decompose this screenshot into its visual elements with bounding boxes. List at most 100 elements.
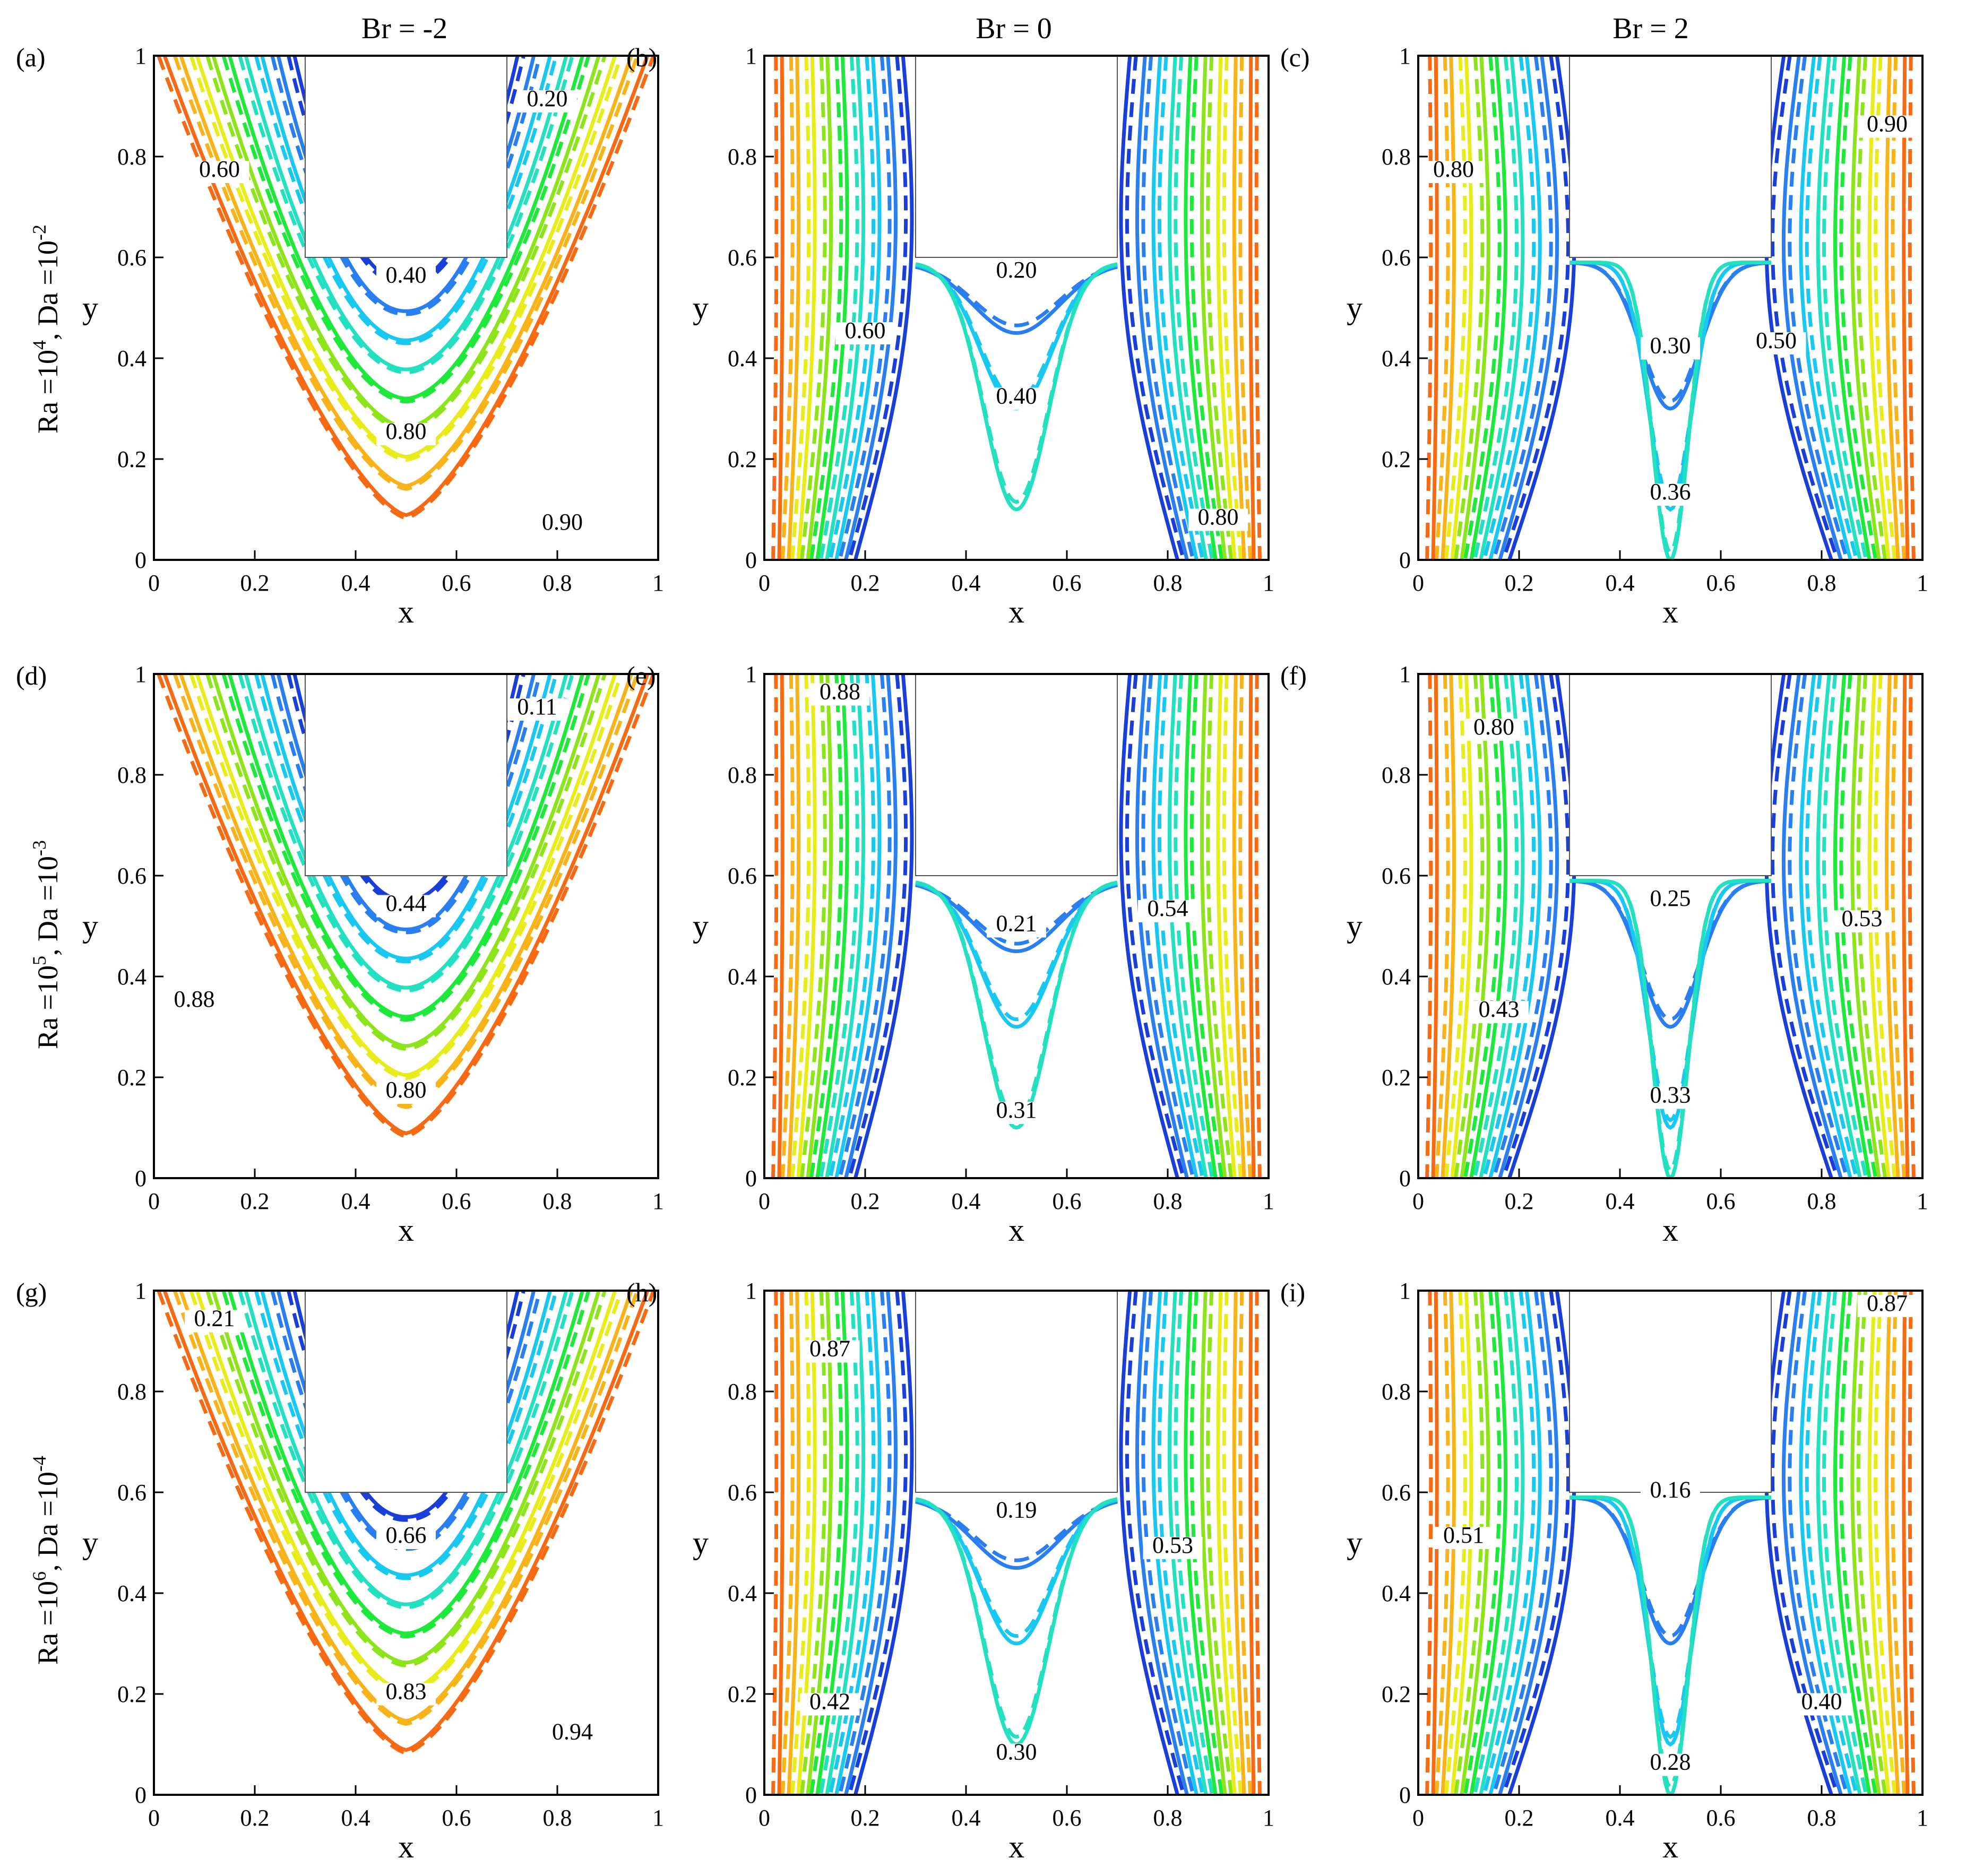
x-tick-label: 0.8 [543, 1805, 572, 1831]
contour-value-label: 0.94 [552, 1719, 593, 1745]
isotherm-right-dashed-7 [1891, 1291, 1906, 1795]
isotherm-right-dashed-2 [1157, 674, 1205, 1178]
isotherm-left-solid-8 [777, 1291, 784, 1795]
isotherm-left-solid-5 [806, 674, 833, 1178]
contour-label-bg [1188, 508, 1248, 531]
isotherm-dashed-5 [205, 674, 607, 1051]
isotherm-left-dashed-2 [1482, 1291, 1536, 1795]
contour-value-label: 0.40 [1801, 1689, 1842, 1715]
isotherm-solid-6 [195, 56, 617, 459]
isotherm-solid-3 [244, 674, 568, 990]
isotherm-left-solid-4 [1469, 674, 1507, 1178]
y-tick-label: 0.8 [117, 762, 146, 788]
contour-label-bg [835, 322, 895, 344]
y-tick-label: 0 [135, 1165, 146, 1191]
isotherm-left-solid-7 [787, 56, 801, 560]
isotherm-solid-3 [244, 1291, 568, 1606]
isotherm-right-dashed-1 [1141, 1291, 1195, 1795]
y-tick-label: 0 [745, 1782, 757, 1808]
column-header-br-0: Br = 0 [976, 12, 1052, 45]
isotherm-right-dashed-8 [1908, 1291, 1916, 1795]
isotherm-left-dashed-8 [771, 674, 779, 1178]
isotherm-dashed-8 [157, 56, 656, 520]
y-tick-label: 1 [745, 661, 757, 687]
isotherm-right-solid-3 [1816, 56, 1862, 560]
y-tick-label: 1 [135, 1278, 146, 1304]
contour-value-label: 0.44 [386, 891, 427, 917]
isotherm-right-dashed-5 [1856, 674, 1887, 1178]
contour-value-label: 0.60 [199, 156, 240, 182]
contour-label-bg [1641, 890, 1700, 912]
isotherm-left-dashed-7 [781, 56, 795, 560]
contour-value-label: 0.53 [1842, 905, 1883, 931]
plume-dashed-2 [1570, 879, 1771, 1174]
plume-solid-1 [1570, 261, 1771, 512]
contour-value-label: 0.36 [1650, 479, 1691, 505]
isotherm-left-dashed-4 [1463, 674, 1502, 1178]
obstacle-block [305, 1290, 507, 1493]
x-tick-label: 0.6 [1053, 1805, 1082, 1831]
panel-d: 00 0.2 0.2 0.4 0.4 0.6 0.6 0.8 0.8 1 1 x y (d) 0.11 0.4… [16, 661, 664, 1248]
isotherm-left-solid-2 [834, 56, 882, 560]
isotherm-right-solid-2 [1151, 56, 1198, 560]
panel-letter: (c) [1280, 42, 1310, 72]
isotherm-right-solid-1 [1135, 56, 1189, 560]
isotherm-left-dashed-6 [790, 56, 811, 560]
isotherm-dashed-7 [173, 674, 640, 1109]
x-tick-label: 0.4 [1606, 1805, 1635, 1831]
y-axis-label: y [1347, 290, 1363, 325]
isotherm-left-solid-7 [1441, 674, 1456, 1178]
contour-value-label: 0.25 [1650, 885, 1691, 911]
contour-label-bg [1464, 719, 1524, 741]
x-tick-label: 0.8 [1807, 1188, 1836, 1214]
isotherm-dashed-8 [157, 1291, 656, 1755]
isotherm-right-dashed-3 [1174, 1291, 1214, 1795]
isotherm-left-dashed-0 [1501, 56, 1570, 560]
y-tick-label: 1 [745, 43, 757, 69]
contour-value-label: 0.90 [542, 509, 583, 535]
y-tick-label: 0.4 [728, 1580, 757, 1606]
contour-lines [157, 56, 656, 520]
isotherm-right-solid-3 [1816, 674, 1862, 1178]
isotherm-left-dashed-0 [847, 674, 908, 1178]
y-tick-label: 0.6 [1382, 1480, 1411, 1506]
isotherm-solid-4 [228, 56, 584, 401]
isotherm-right-dashed-5 [1206, 56, 1234, 560]
contour-label-bg [1746, 332, 1806, 355]
isotherm-left-dashed-2 [1482, 56, 1536, 560]
x-tick-label: 0 [758, 570, 770, 596]
plume-solid-0 [1569, 1495, 1772, 1646]
contour-value-label: 0.80 [386, 1077, 427, 1103]
isotherm-right-solid-3 [1167, 56, 1208, 560]
isotherm-left-dashed-1 [1491, 56, 1553, 560]
y-tick-label: 0 [1399, 1165, 1411, 1191]
isotherm-left-dashed-3 [818, 56, 859, 560]
contour-value-label: 0.80 [1473, 714, 1514, 740]
isotherm-left-solid-3 [825, 674, 866, 1178]
plume-solid-2 [1570, 879, 1771, 1178]
isotherm-right-dashed-3 [1174, 56, 1214, 560]
panel-f: 00 0.2 0.2 0.4 0.4 0.6 0.6 0.8 0.8 1 1 x y (f) 0.80 0.2… [1280, 661, 1928, 1248]
contour-label-bg [507, 698, 567, 721]
panel-e: 00 0.2 0.2 0.4 0.4 0.6 0.6 0.8 0.8 1 1 x y (e) 0.88 0.2… [626, 661, 1274, 1248]
isotherm-right-solid-5 [1200, 674, 1227, 1178]
isotherm-right-dashed-4 [1189, 56, 1224, 560]
y-tick-label: 0.6 [1382, 863, 1411, 889]
contour-value-label: 0.87 [809, 1336, 850, 1362]
isotherm-dashed-5 [205, 1291, 607, 1668]
y-tick-label: 0.6 [117, 245, 146, 271]
panel-letter: (i) [1280, 1277, 1305, 1307]
isotherm-right-solid-7 [1885, 1291, 1900, 1795]
isotherm-left-solid-5 [806, 56, 833, 560]
x-tick-label: 0 [1412, 1805, 1424, 1831]
isotherm-right-dashed-5 [1856, 56, 1887, 560]
isotherm-right-solid-1 [1781, 674, 1843, 1178]
isotherm-right-dashed-2 [1157, 56, 1205, 560]
isotherm-right-solid-3 [1167, 674, 1208, 1178]
y-tick-label: 0.4 [117, 345, 146, 371]
y-tick-label: 0 [1399, 547, 1411, 573]
x-tick-label: 0.2 [240, 1188, 270, 1214]
isotherm-right-dashed-4 [1839, 56, 1878, 560]
isotherm-right-solid-6 [1216, 56, 1237, 560]
